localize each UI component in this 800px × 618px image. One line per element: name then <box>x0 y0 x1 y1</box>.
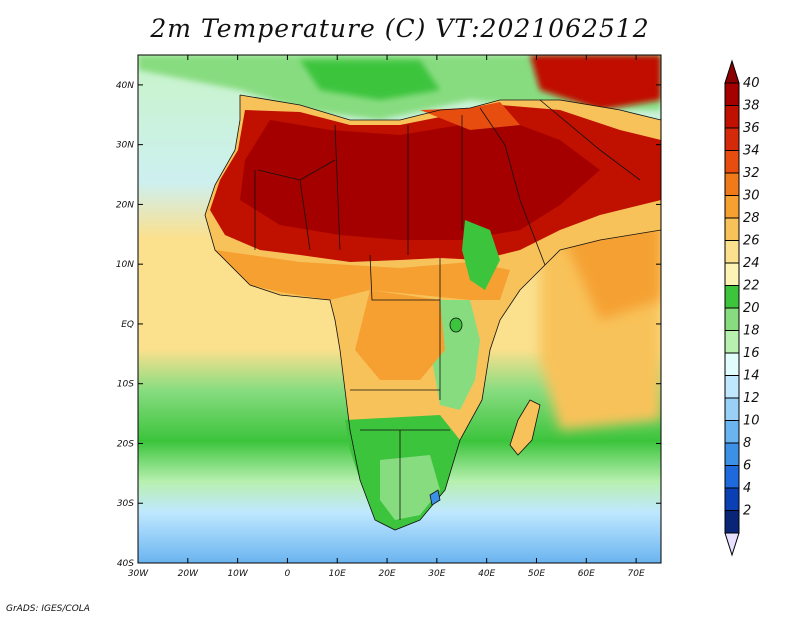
lat-tick-label: 10S <box>117 380 134 390</box>
colorbar-label: 8 <box>743 436 751 451</box>
latitude-axis: 40N 30N 20N 10N EQ 10S 20S 30S 40S <box>116 81 661 569</box>
lat-tick-label: 20N <box>116 200 134 210</box>
sahel-band <box>215 250 510 300</box>
colorbar-label: 40 <box>743 76 760 91</box>
colorbar-label: 24 <box>743 256 760 271</box>
country-borders <box>204 94 661 531</box>
lesotho-cold <box>429 489 441 506</box>
colorbar-label: 36 <box>743 121 760 136</box>
colorbar-label: 16 <box>743 346 760 361</box>
lon-tick-label: 10W <box>227 569 248 579</box>
map-title: 2m Temperature (C) VT:2021062512 <box>150 14 650 43</box>
south-africa-cooler <box>380 455 440 520</box>
lat-tick-label: EQ <box>121 320 134 330</box>
colorbar-label: 30 <box>743 189 760 204</box>
lon-tick-label: 0 <box>285 569 291 579</box>
lat-tick-label: 30N <box>116 141 134 151</box>
congo-warm <box>355 290 445 380</box>
lake-victoria <box>449 317 463 333</box>
colorbar-swatch <box>724 127 740 151</box>
lat-tick-label: 30S <box>117 499 134 509</box>
colorbar-swatch <box>724 510 740 534</box>
longitude-axis: 30W 20W 10W 0 10E 20E 30E 40E 50E 60E 70E <box>128 55 645 579</box>
colorbar-swatch <box>724 240 740 264</box>
ethiopia-highlands <box>462 220 500 290</box>
colorbar-swatch <box>724 442 740 466</box>
colorbar-label: 38 <box>743 99 760 114</box>
lon-tick-label: 40E <box>478 569 495 579</box>
map-frame <box>137 54 662 564</box>
colorbar-swatch <box>724 105 740 129</box>
mediterranean-band <box>300 60 440 100</box>
colorbar-label: 6 <box>743 459 751 474</box>
colorbar-label: 2 <box>743 504 751 519</box>
lat-tick-label: 10N <box>116 260 134 270</box>
colorbar-label: 10 <box>743 414 760 429</box>
lon-tick-label: 20W <box>178 569 199 579</box>
colorbar-label: 4 <box>743 481 751 496</box>
colorbar-swatch <box>724 195 740 219</box>
lon-tick-label: 10E <box>329 569 346 579</box>
colorbar-swatch <box>724 262 740 286</box>
colorbar-swatch <box>724 172 740 196</box>
colorbar-swatch <box>724 150 740 174</box>
lon-tick-label: 30E <box>428 569 445 579</box>
colorbar-label: 26 <box>743 234 760 249</box>
madagascar <box>509 399 541 456</box>
colorbar-label: 12 <box>743 391 760 406</box>
lon-tick-label: 70E <box>628 569 645 579</box>
credit-text: GrADS: IGES/COLA <box>6 604 90 614</box>
lon-tick-label: 60E <box>578 569 595 579</box>
colorbar-label: 20 <box>743 301 760 316</box>
lon-tick-label: 20E <box>378 569 395 579</box>
temperature-field <box>138 55 661 563</box>
colorbar-label: 32 <box>743 166 760 181</box>
colorbar-swatch <box>724 285 740 309</box>
lon-tick-label: 50E <box>528 569 545 579</box>
lon-tick-label: 30W <box>128 569 149 579</box>
colorbar-bottom-arrow <box>724 532 740 557</box>
middle-east-hot-north <box>530 55 661 110</box>
egypt-band <box>420 102 520 130</box>
colorbar-label: 34 <box>743 144 760 159</box>
colorbar-swatch <box>724 307 740 331</box>
colorbar-swatch <box>724 375 740 399</box>
colorbar-swatch <box>724 217 740 241</box>
lat-tick-label: 40N <box>116 81 134 91</box>
colorbar: 40 38 36 34 32 30 28 26 24 22 20 18 16 14 12 10 8 6 4 2 <box>724 59 760 557</box>
colorbar-swatch <box>724 420 740 444</box>
lat-tick-label: 20S <box>117 439 134 449</box>
rift-highlands <box>432 300 480 410</box>
colorbar-swatch <box>724 82 740 106</box>
colorbar-label: 14 <box>743 369 760 384</box>
colorbar-swatch <box>724 465 740 489</box>
colorbar-label: 22 <box>743 279 760 294</box>
colorbar-label: 28 <box>743 211 760 226</box>
lat-tick-label: 40S <box>117 559 134 569</box>
sahara-hottest <box>240 120 600 240</box>
colorbar-label: 18 <box>743 324 760 339</box>
colorbar-swatch <box>724 352 740 376</box>
colorbar-swatch <box>724 487 740 511</box>
colorbar-top-arrow <box>724 59 740 84</box>
colorbar-swatch <box>724 330 740 354</box>
colorbar-swatch <box>724 397 740 421</box>
